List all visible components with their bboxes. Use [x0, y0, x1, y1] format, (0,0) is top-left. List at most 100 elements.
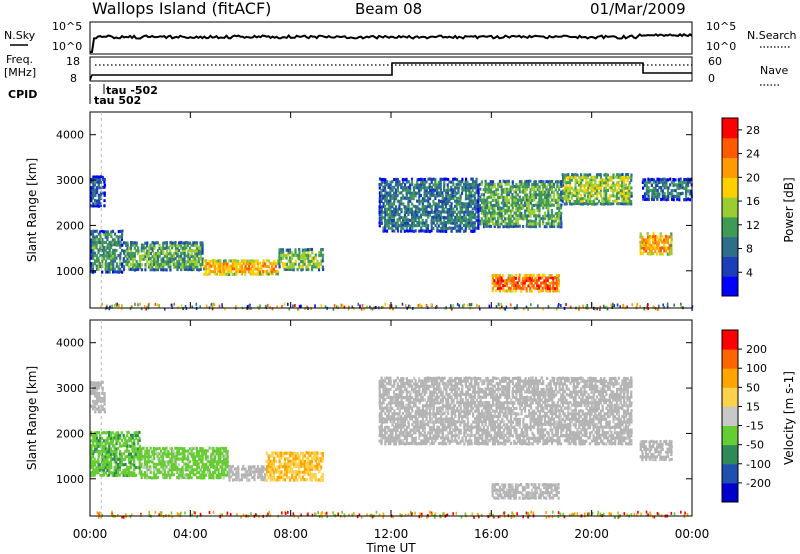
- data-cell: [384, 412, 387, 416]
- data-cell: [210, 446, 213, 450]
- data-cell: [495, 212, 498, 215]
- data-cell: [454, 224, 457, 228]
- data-cell: [391, 384, 394, 388]
- data-cell: [466, 183, 469, 187]
- data-cell: [117, 433, 120, 437]
- data-cell: [176, 449, 179, 453]
- data-cell: [165, 455, 168, 459]
- data-cell: [192, 452, 195, 456]
- data-cell: [221, 272, 224, 276]
- data-cell: [461, 227, 464, 231]
- data-cell: [650, 249, 653, 253]
- data-cell: [154, 452, 157, 455]
- data-cell: [484, 222, 487, 226]
- data-cell: [208, 470, 211, 474]
- data-cell: [685, 192, 688, 196]
- data-cell: [197, 452, 200, 456]
- data-cell: [396, 417, 399, 421]
- data-cell: [537, 304, 539, 308]
- data-cell: [470, 224, 473, 228]
- data-cell: [100, 463, 103, 467]
- data-cell: [400, 423, 403, 427]
- data-cell: [90, 254, 93, 258]
- data-cell: [468, 226, 471, 230]
- data-cell: [99, 248, 102, 252]
- data-cell: [493, 222, 496, 226]
- data-cell: [188, 447, 191, 451]
- data-cell: [681, 186, 684, 190]
- data-cell: [108, 270, 111, 274]
- data-cell: [151, 241, 154, 245]
- data-cell: [183, 473, 186, 477]
- data-cell: [533, 185, 536, 189]
- data-cell: [509, 303, 512, 307]
- data-cell: [502, 195, 505, 199]
- data-cell: [405, 210, 408, 214]
- data-cell: [391, 398, 394, 402]
- data-cell: [432, 177, 435, 181]
- data-cell: [190, 465, 193, 469]
- data-cell: [425, 189, 428, 193]
- data-cell: [282, 265, 285, 269]
- data-cell: [543, 214, 546, 218]
- data-cell: [403, 414, 406, 418]
- data-cell: [106, 230, 109, 234]
- data-cell: [110, 259, 113, 263]
- data-cell: [394, 213, 397, 217]
- data-cell: [396, 229, 400, 233]
- data-cell: [133, 254, 136, 258]
- data-cell: [475, 191, 478, 195]
- data-cell: [404, 431, 407, 435]
- data-cell: [160, 268, 163, 272]
- data-cell: [226, 455, 229, 459]
- data-cell: [476, 303, 478, 307]
- data-cell: [498, 274, 501, 278]
- data-cell: [539, 276, 542, 280]
- data-cell: [529, 222, 532, 226]
- data-cell: [471, 185, 474, 189]
- data-cell: [529, 179, 532, 183]
- data-cell: [190, 249, 193, 253]
- data-cell: [546, 284, 549, 288]
- data-cell: [402, 406, 405, 410]
- data-cell: [524, 214, 527, 218]
- data-cell: [511, 187, 514, 191]
- data-cell: [106, 468, 109, 472]
- data-cell: [303, 253, 306, 257]
- data-cell: [402, 196, 405, 200]
- data-cell: [224, 473, 227, 477]
- data-cell: [163, 473, 166, 477]
- freq-tick-top: 18: [66, 55, 80, 68]
- data-cell: [386, 403, 389, 407]
- data-cell: [251, 265, 254, 268]
- data-cell: [194, 257, 197, 261]
- data-cell: [285, 470, 288, 474]
- data-cell: [410, 196, 414, 200]
- data-cell: [412, 431, 416, 435]
- data-cell: [587, 191, 590, 195]
- data-cell: [403, 213, 407, 217]
- data-cell: [280, 454, 283, 458]
- data-cell: [617, 183, 620, 187]
- data-cell: [201, 462, 204, 466]
- data-cell: [430, 210, 433, 214]
- data-cell: [563, 178, 566, 182]
- data-cell: [186, 468, 190, 472]
- data-cell: [95, 471, 99, 475]
- data-cell: [540, 195, 543, 199]
- data-cell: [480, 220, 483, 224]
- data-cell: [99, 265, 102, 269]
- data-cell: [432, 218, 435, 222]
- data-cell: [383, 194, 387, 198]
- data-cell: [158, 305, 161, 309]
- data-cell: [155, 241, 158, 245]
- data-cell: [172, 462, 176, 466]
- data-cell: [520, 214, 523, 218]
- data-cell: [691, 307, 693, 311]
- data-cell: [534, 279, 537, 283]
- data-cell: [124, 243, 128, 247]
- data-cell: [228, 473, 231, 477]
- data-cell: [142, 457, 145, 461]
- data-cell: [151, 450, 154, 453]
- data-cell: [133, 246, 136, 250]
